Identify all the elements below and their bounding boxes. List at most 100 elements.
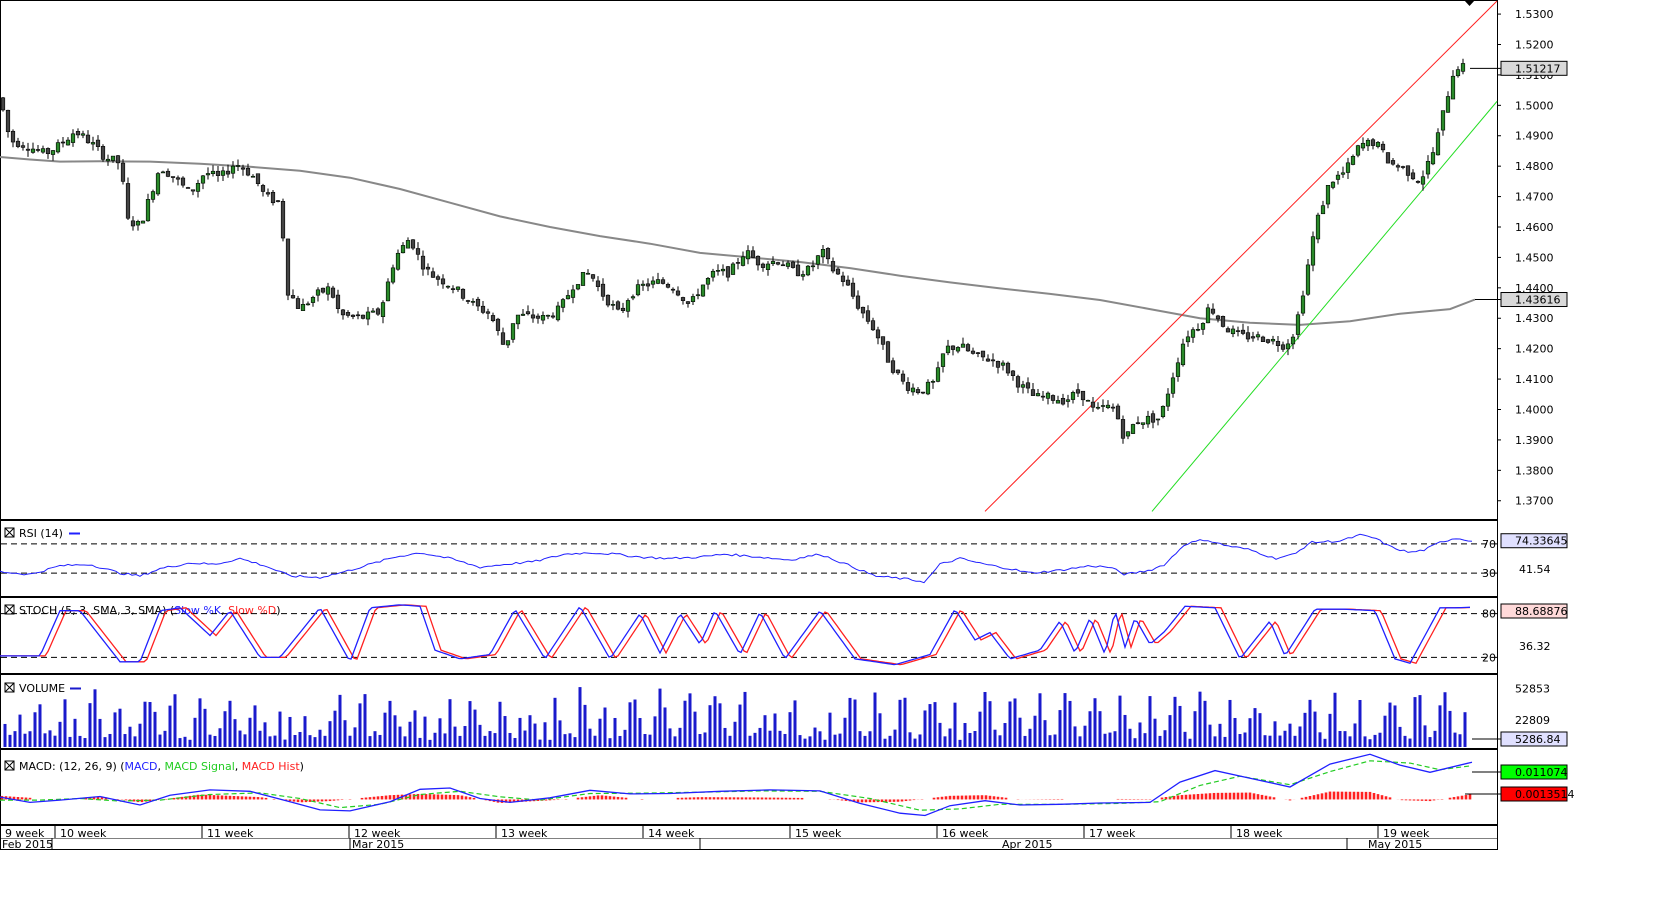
candle-body [391, 268, 395, 282]
candle [426, 263, 430, 275]
candle [641, 280, 645, 291]
candle-body [1061, 398, 1065, 404]
volume-bar [279, 712, 282, 747]
macd-hist-bar [237, 796, 240, 799]
volume-bar [1304, 713, 1307, 747]
volume-bar [959, 740, 962, 747]
volume-bar [64, 699, 67, 747]
macd-hist-bar [333, 799, 336, 800]
macd-hist-bar [733, 797, 736, 799]
macd-hist-bar [837, 799, 840, 800]
volume-bar [204, 709, 207, 747]
volume-bar [1209, 725, 1212, 747]
candle [681, 297, 685, 305]
volume-bar [424, 717, 427, 747]
candle-body [701, 285, 705, 296]
candle [961, 338, 965, 348]
candle-body [401, 245, 405, 252]
price-tick-label: 1.4200 [1515, 343, 1554, 356]
candle [756, 255, 760, 270]
macd-hist-bar [717, 797, 720, 799]
candle [571, 285, 575, 303]
candle [1446, 91, 1450, 113]
volume-bar [999, 735, 1002, 747]
macd-hist-bar [593, 796, 596, 800]
candle [526, 305, 530, 315]
macd-hist-bar [793, 798, 796, 800]
candle-body [1026, 383, 1030, 388]
scroll-marker-icon[interactable] [1464, 0, 1475, 6]
volume-bar [714, 696, 717, 747]
macd-hist-bar [1449, 798, 1452, 800]
candle [1271, 336, 1275, 345]
candle [741, 251, 745, 266]
volume-bar [644, 734, 647, 747]
candle [256, 174, 260, 187]
volume-bar [1204, 701, 1207, 747]
volume-bar [924, 710, 927, 747]
candle [96, 135, 100, 151]
macd-hist-bar [1401, 799, 1404, 800]
candle [46, 147, 50, 159]
volume-bar [114, 712, 117, 747]
candle-body [876, 330, 880, 338]
candle [1381, 141, 1385, 152]
candle-body [816, 256, 820, 265]
volume-bar [1084, 726, 1087, 747]
volume-bar [69, 737, 72, 747]
volume-bar [874, 693, 877, 747]
macd-hist-bar [773, 798, 776, 800]
volume-bar [139, 724, 142, 747]
volume-bar [244, 734, 247, 747]
volume-bar [84, 738, 87, 747]
volume-bar [394, 715, 397, 747]
volume-bar [249, 718, 252, 747]
volume-bar [299, 732, 302, 747]
volume-bar [1464, 712, 1467, 747]
macd-hist-bar [1197, 794, 1200, 799]
volume-bar [904, 698, 907, 747]
candle [161, 171, 165, 173]
macd-header: MACD: (12, 26, 9) (MACD, MACD Signal, MA… [5, 760, 304, 773]
candle-body [131, 221, 135, 226]
volume-bar [344, 720, 347, 747]
candle [721, 264, 725, 275]
volume-bar [269, 736, 272, 747]
macd-hist-bar [265, 798, 268, 800]
volume-bar [504, 716, 507, 747]
candle-body [291, 295, 295, 298]
volume-label: VOLUME [19, 682, 65, 695]
candle-body [1456, 70, 1460, 76]
macd-hist-bar [229, 796, 232, 800]
macd-hist-bar [1321, 793, 1324, 799]
candle [56, 139, 60, 153]
candle [1236, 327, 1240, 337]
macd-hist-bar [617, 797, 620, 800]
volume-bar [684, 701, 687, 747]
macd-hist-bar [909, 799, 912, 800]
volume-bar [179, 738, 182, 747]
candle [61, 137, 65, 147]
candle-body [471, 301, 475, 302]
volume-bar [1364, 736, 1367, 747]
volume-bar [679, 728, 682, 747]
macd-hist-bar [1469, 794, 1472, 799]
macd-hist-bar [1289, 799, 1292, 800]
candle-body [966, 345, 970, 351]
candle-body [731, 264, 735, 275]
stoch-label-text: STOCH (5, 3, SMA, 3, SMA) [19, 604, 166, 617]
macd-hist-bar [761, 797, 764, 799]
candle-body [321, 288, 325, 292]
candle-body [641, 284, 645, 285]
candle-body [26, 149, 30, 150]
macd-hist-bar [1425, 799, 1428, 800]
candle [211, 165, 215, 176]
macd-hist-bar [777, 798, 780, 800]
candle [1251, 332, 1255, 342]
volume-bar [609, 738, 612, 747]
volume-bar [799, 735, 802, 747]
candle-body [1296, 315, 1300, 335]
volume-bar [89, 703, 92, 747]
